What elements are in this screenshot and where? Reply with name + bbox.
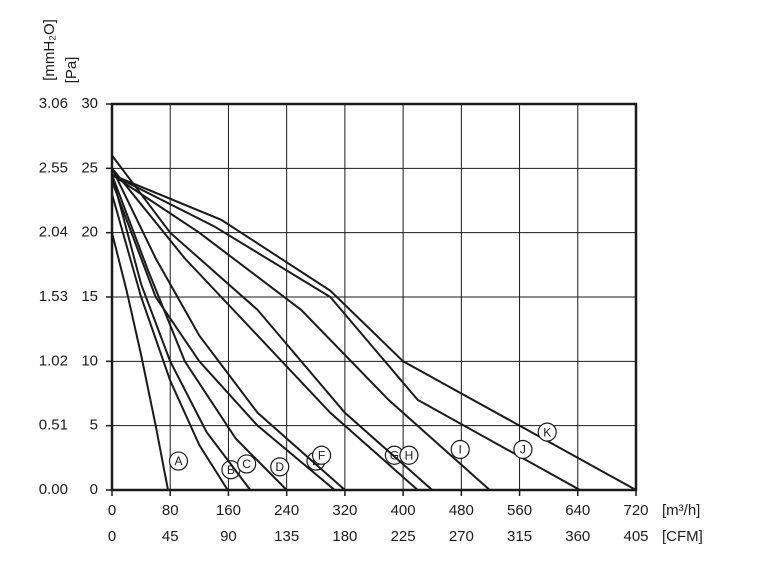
curve-label-circle — [270, 457, 290, 477]
y2-axis-label: [mmH₂O] — [41, 19, 58, 81]
y-axis-label: [Pa] — [63, 57, 80, 84]
y-tick-label: 10 — [81, 352, 98, 369]
y2-tick-label: 3.06 — [39, 95, 68, 112]
curve — [111, 173, 491, 491]
plot-frame — [110, 102, 638, 492]
y2-tick-label: 2.55 — [39, 159, 68, 176]
x-tick-label: 720 — [623, 502, 648, 519]
curve — [111, 154, 433, 491]
x-tick-label: 240 — [274, 502, 299, 519]
x2-tick-label: 270 — [449, 528, 474, 545]
x-tick-label: 0 — [108, 502, 116, 519]
x2-tick-label: 225 — [391, 528, 416, 545]
y-tick-label: 15 — [81, 288, 98, 305]
curve — [111, 167, 346, 491]
y2-tick-label: 0.51 — [39, 417, 68, 434]
x-tick-label: 320 — [332, 502, 357, 519]
y-tick-label: 30 — [81, 95, 98, 112]
x2-tick-label: 405 — [623, 528, 648, 545]
curve-label: I — [459, 443, 462, 457]
x2-tick-label: 315 — [507, 528, 532, 545]
x2-axis-label: [CFM] — [662, 528, 703, 545]
x-tick-label: 80 — [162, 502, 179, 519]
curve-label: A — [174, 454, 182, 468]
curve — [111, 232, 169, 491]
curve — [111, 174, 288, 491]
curve-label: K — [543, 425, 551, 439]
curve-label: B — [227, 463, 235, 477]
x2-tick-label: 135 — [274, 528, 299, 545]
curve — [111, 193, 229, 491]
y2-tick-label: 1.02 — [39, 352, 68, 369]
curve-label: F — [318, 448, 325, 462]
y2-tick-label: 0.00 — [39, 481, 68, 498]
x-tick-label: 480 — [449, 502, 474, 519]
y-tick-label: 25 — [81, 159, 98, 176]
y2-tick-label: 2.04 — [39, 224, 68, 241]
curve-label-circle — [537, 422, 557, 442]
curve — [111, 167, 419, 491]
x2-tick-label: 0 — [108, 528, 116, 545]
x2-tick-label: 45 — [162, 528, 179, 545]
curve — [111, 180, 336, 491]
curve-label: H — [405, 448, 414, 462]
x-tick-label: 560 — [507, 502, 532, 519]
x-tick-label: 160 — [216, 502, 241, 519]
x-tick-label: 400 — [391, 502, 416, 519]
x2-tick-label: 90 — [220, 528, 237, 545]
curve — [111, 173, 637, 491]
curve-label-circle — [237, 454, 257, 474]
x2-tick-label: 360 — [565, 528, 590, 545]
curve-label-circle — [311, 445, 332, 465]
x2-tick-label: 180 — [332, 528, 357, 545]
x-axis-label: [m³/h] — [662, 502, 700, 519]
curve-label-circle — [513, 439, 533, 460]
curve-label-circle — [450, 439, 470, 460]
curve-label-circle — [399, 445, 419, 465]
y-tick-label: 0 — [90, 481, 98, 498]
curve-label-circle — [168, 451, 189, 471]
curve — [111, 174, 252, 491]
curve — [111, 173, 581, 491]
curve-label: J — [520, 443, 526, 457]
y2-tick-label: 1.53 — [39, 288, 68, 305]
curve-label: C — [242, 457, 251, 471]
curve-label: D — [275, 460, 284, 474]
y-tick-label: 5 — [90, 417, 98, 434]
y-tick-label: 20 — [81, 224, 98, 241]
x-tick-label: 640 — [565, 502, 590, 519]
